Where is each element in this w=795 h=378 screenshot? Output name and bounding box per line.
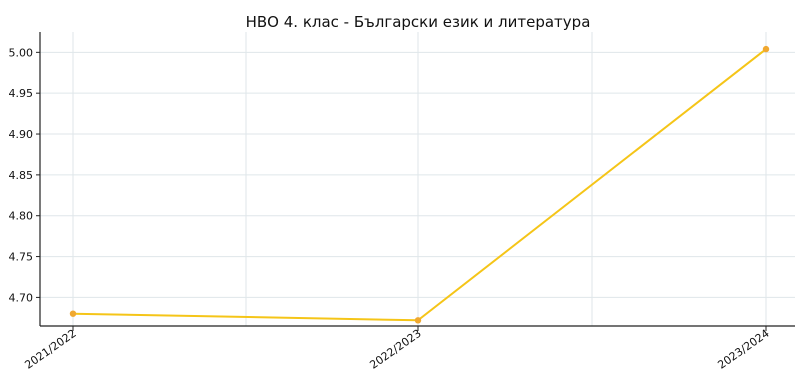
y-tick-label: 5.00 [9, 46, 34, 59]
data-point [414, 317, 422, 324]
x-tick-label: 2023/2024 [715, 327, 771, 372]
y-tick-labels: 4.70 4.75 4.80 4.85 4.90 4.95 5.00 [9, 46, 34, 304]
y-tick-label: 4.80 [9, 210, 34, 223]
x-tick-label: 2022/2023 [367, 327, 423, 372]
data-point [762, 45, 770, 53]
y-tick-label: 4.75 [9, 251, 34, 264]
series-line [72, 48, 767, 322]
axes [36, 32, 795, 331]
x-tick-label: 2021/2022 [22, 327, 78, 372]
data-point [69, 310, 77, 317]
y-tick-label: 4.90 [9, 128, 34, 141]
series-layer [69, 45, 770, 324]
y-tick-label: 4.70 [9, 291, 34, 304]
x-tick-labels: 2021/2022 2022/2023 2023/2024 [22, 327, 771, 372]
y-tick-label: 4.95 [9, 87, 34, 100]
chart-title: НВО 4. клас - Български език и литератур… [246, 13, 591, 31]
y-tick-label: 4.85 [9, 169, 34, 182]
grid-lines [40, 32, 795, 326]
